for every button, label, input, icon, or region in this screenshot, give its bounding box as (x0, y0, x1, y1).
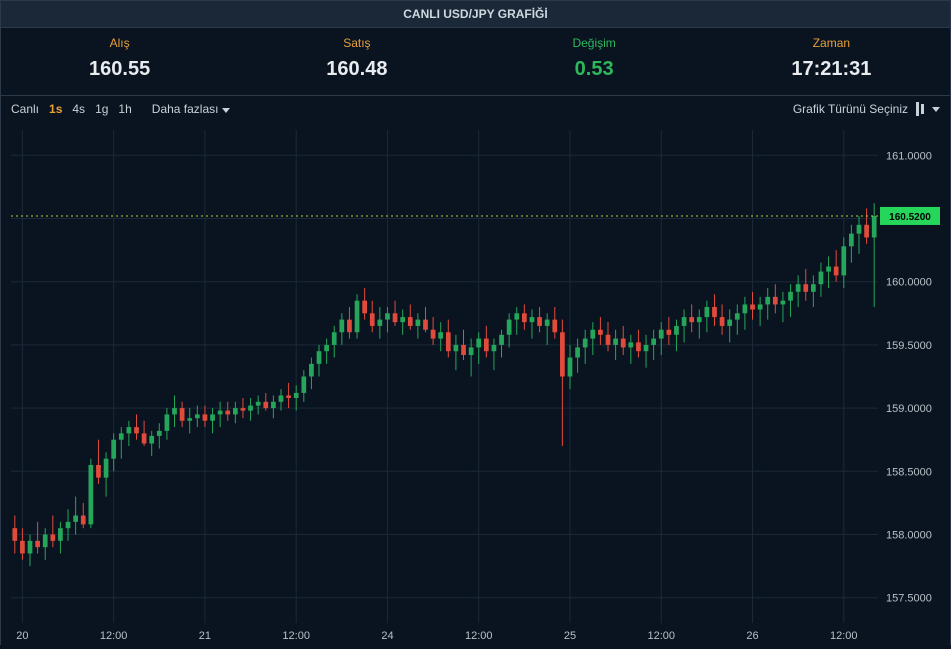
svg-text:159.5000: 159.5000 (886, 340, 932, 352)
chart-toolbar: Canlı 1s 4s 1g 1h Daha fazlası Grafik Türün… (1, 96, 950, 122)
timeframe-1h[interactable]: 1h (118, 102, 131, 116)
candlestick-chart: 161.0000160.5000160.0000159.5000159.0000… (1, 122, 950, 649)
chart-title: CANLI USD/JPY GRAFİĞİ (1, 1, 950, 28)
svg-text:21: 21 (199, 630, 211, 642)
svg-text:159.0000: 159.0000 (886, 403, 932, 415)
svg-text:26: 26 (746, 630, 758, 642)
svg-text:12:00: 12:00 (830, 630, 858, 642)
svg-text:161.0000: 161.0000 (886, 150, 932, 162)
svg-text:20: 20 (16, 630, 28, 642)
stat-zaman: Zaman 17:21:31 (713, 36, 950, 81)
svg-text:160.0000: 160.0000 (886, 277, 932, 289)
chevron-down-icon (222, 108, 230, 113)
svg-text:157.5000: 157.5000 (886, 593, 932, 605)
chart-type-selector[interactable]: Grafik Türünü Seçiniz (793, 102, 940, 116)
stat-degisim-value: 0.53 (476, 58, 713, 81)
stat-alis: Alış 160.55 (1, 36, 238, 81)
stat-degisim: Değişim 0.53 (476, 36, 713, 81)
stat-satis-label: Satış (238, 36, 475, 50)
timeframe-4s[interactable]: 4s (72, 102, 85, 116)
timeframe-1g[interactable]: 1g (95, 102, 108, 116)
svg-text:25: 25 (564, 630, 576, 642)
stats-row: Alış 160.55 Satış 160.48 Değişim 0.53 Za… (1, 28, 950, 96)
stat-zaman-value: 17:21:31 (713, 58, 950, 81)
chevron-down-icon (932, 107, 940, 112)
chart-plot-area[interactable]: 161.0000160.5000160.0000159.5000159.0000… (1, 122, 950, 649)
svg-text:12:00: 12:00 (465, 630, 493, 642)
svg-text:12:00: 12:00 (282, 630, 310, 642)
svg-text:12:00: 12:00 (647, 630, 675, 642)
stat-satis-value: 160.48 (238, 58, 475, 81)
svg-text:158.5000: 158.5000 (886, 466, 932, 478)
stat-degisim-label: Değişim (476, 36, 713, 50)
timeframe-group: Canlı 1s 4s 1g 1h Daha fazlası (11, 102, 230, 116)
stat-alis-label: Alış (1, 36, 238, 50)
chart-container: CANLI USD/JPY GRAFİĞİ Alış 160.55 Satış … (0, 0, 951, 645)
stat-alis-value: 160.55 (1, 58, 238, 81)
svg-text:160.5200: 160.5200 (889, 212, 931, 223)
candlestick-icon (914, 102, 926, 116)
live-label: Canlı (11, 102, 39, 116)
stat-zaman-label: Zaman (713, 36, 950, 50)
svg-text:12:00: 12:00 (100, 630, 128, 642)
svg-text:158.0000: 158.0000 (886, 530, 932, 542)
svg-text:24: 24 (381, 630, 393, 642)
stat-satis: Satış 160.48 (238, 36, 475, 81)
timeframe-1s[interactable]: 1s (49, 102, 62, 116)
more-button[interactable]: Daha fazlası (152, 102, 230, 116)
